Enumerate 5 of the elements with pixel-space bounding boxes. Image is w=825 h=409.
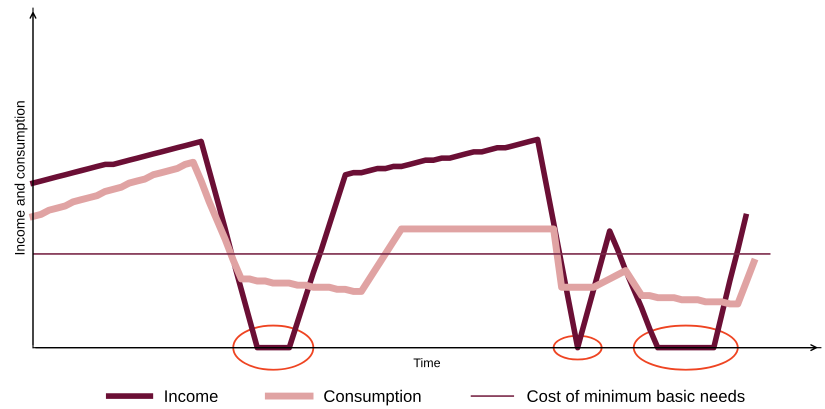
y-axis-title: Income and consumption <box>14 101 28 254</box>
x-axis-title: Time <box>414 358 440 368</box>
legend-label: Consumption <box>324 390 420 406</box>
legend-label: Income <box>165 390 218 402</box>
legend-label: Cost of minimum basic needs <box>527 390 745 402</box>
